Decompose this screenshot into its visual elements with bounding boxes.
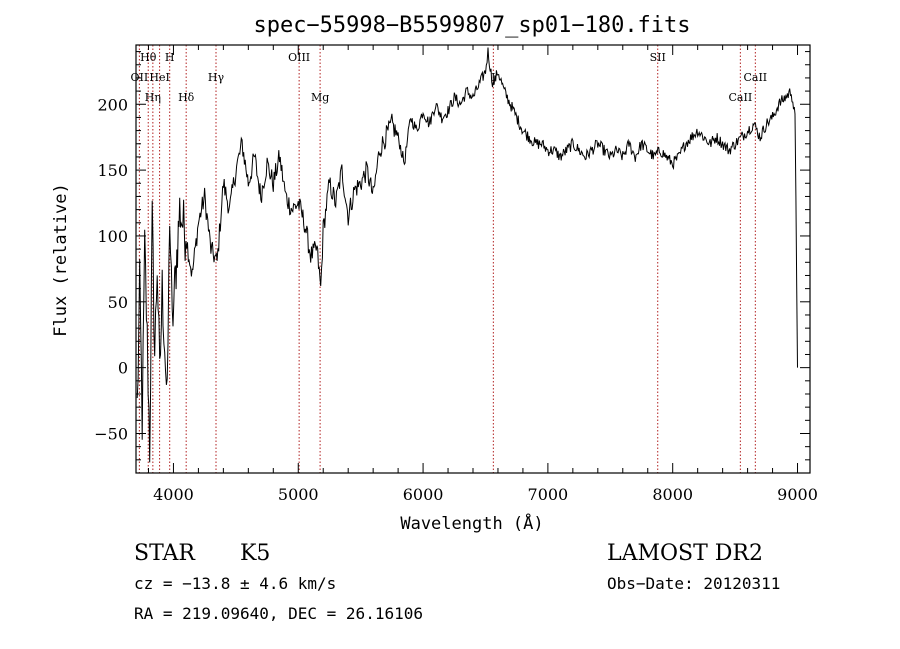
chart-title: spec−55998−B5599807_sp01−180.fits xyxy=(253,13,690,38)
x-tick-label: 5000 xyxy=(278,485,319,504)
line-label: Hθ xyxy=(140,51,157,64)
x-tick-label: 9000 xyxy=(777,485,818,504)
y-tick-label: 150 xyxy=(97,161,128,180)
spectral-line-labels: Hθ OII H HeI Hη Hδ Hγ OIII Mg I SII CaII CaII xyxy=(131,51,768,104)
line-label: HeI xyxy=(149,71,169,84)
x-tick-label: 4000 xyxy=(153,485,194,504)
y-tick-label: 0 xyxy=(118,359,128,378)
survey-name: LAMOST DR2 xyxy=(607,541,763,566)
y-tick-label: 100 xyxy=(97,227,128,246)
y-tick-label: 50 xyxy=(108,293,128,312)
x-axis-label: Wavelength (Å) xyxy=(400,512,543,534)
object-subclass: K5 xyxy=(240,541,270,566)
line-label: OII xyxy=(131,71,149,84)
coordinates: RA = 219.09640, DEC = 26.16106 xyxy=(134,604,423,623)
y-axis-label: Flux (relative) xyxy=(51,183,71,337)
x-tick-label: 6000 xyxy=(403,485,444,504)
line-label: Hη xyxy=(145,91,161,104)
y-tick-label: −50 xyxy=(94,424,128,443)
line-label: CaII xyxy=(743,71,767,84)
line-label: Hγ xyxy=(208,71,225,84)
flux-series xyxy=(136,47,798,463)
line-label: SII xyxy=(650,51,666,64)
line-label: OIII xyxy=(288,51,310,64)
x-tick-label: 8000 xyxy=(652,485,693,504)
redshift-cz: cz = −13.8 ± 4.6 km/s xyxy=(134,574,336,593)
line-label: Hδ xyxy=(178,91,195,104)
y-tick-label: 200 xyxy=(97,95,128,114)
line-label: I xyxy=(491,71,495,84)
plot-axes: 4000 5000 6000 7000 8000 9000 −50 0 50 100 150 200 xyxy=(94,44,818,504)
line-label: Mg xyxy=(311,91,329,104)
object-class: STAR xyxy=(134,541,196,566)
observation-date: Obs−Date: 20120311 xyxy=(607,574,780,593)
plot-frame xyxy=(135,44,811,474)
line-label: H xyxy=(165,51,175,64)
x-tick-label: 7000 xyxy=(528,485,569,504)
flux-line xyxy=(136,47,798,463)
line-label: CaII xyxy=(729,91,753,104)
